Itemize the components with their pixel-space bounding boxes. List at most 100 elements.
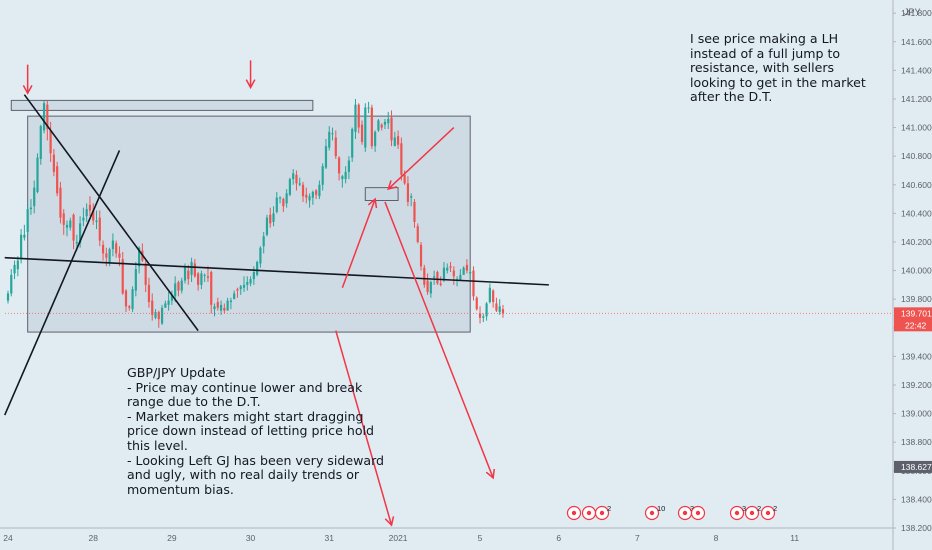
candle-up — [354, 104, 357, 132]
candles — [6, 98, 505, 328]
candle-down — [301, 184, 305, 197]
candle-down — [56, 166, 59, 194]
candle-down — [495, 303, 498, 311]
candle-down — [88, 204, 92, 211]
candle-down — [187, 270, 190, 280]
event-marker-dot — [765, 510, 771, 516]
event-count: 3 — [742, 504, 746, 513]
candle-down — [357, 104, 360, 128]
y-tick-label: 140.200 — [901, 237, 932, 247]
event-marker-dot — [571, 510, 577, 516]
candle-down — [62, 213, 65, 225]
candle-up — [321, 166, 324, 185]
candle-down — [46, 104, 49, 129]
candle-down — [72, 214, 75, 241]
countdown-label: 22:42 — [905, 320, 927, 330]
candle-up — [170, 294, 173, 301]
candle-up — [462, 267, 465, 275]
x-tick-label: 24 — [3, 533, 13, 543]
candle-down — [334, 137, 337, 157]
price-label: 138.627 — [901, 462, 932, 472]
candle-up — [311, 191, 314, 198]
candle-down — [501, 309, 505, 314]
candle-down — [403, 174, 406, 184]
x-tick-label: 28 — [88, 533, 98, 543]
candle-down — [157, 312, 160, 320]
candle-up — [249, 279, 252, 284]
x-tick-label: 5 — [478, 533, 483, 543]
event-markers: 2 10 3 3 2 2 — [566, 504, 777, 521]
event-marker-dot — [599, 510, 605, 516]
candle-up — [429, 282, 432, 294]
candle-up — [259, 247, 262, 264]
candle-up — [164, 303, 167, 308]
candle-up — [351, 128, 354, 158]
candle-down — [436, 272, 439, 284]
candle-up — [347, 160, 351, 172]
candle-up — [459, 274, 462, 281]
trend-line — [23, 94, 199, 332]
arrow-shaft — [384, 201, 494, 479]
candle-up — [6, 293, 10, 301]
candle-up — [482, 316, 485, 318]
candle-up — [65, 224, 69, 228]
x-tick-label: 6 — [556, 533, 561, 543]
candle-up — [69, 220, 72, 228]
candle-up — [10, 274, 13, 294]
candle-up — [190, 261, 193, 275]
arrow-head — [22, 84, 33, 95]
candle-down — [236, 289, 239, 291]
candle-up — [383, 121, 387, 125]
candle-up — [387, 118, 390, 124]
candle-down — [269, 214, 272, 224]
y-tick-label: 138.200 — [901, 523, 932, 533]
candle-down — [223, 307, 226, 311]
candle-up — [36, 157, 39, 192]
event-marker-dot — [649, 510, 655, 516]
candle-down — [151, 300, 154, 315]
arrow-head — [387, 180, 398, 191]
candle-down — [115, 243, 118, 254]
candle-down — [478, 313, 482, 318]
candle-down — [406, 183, 410, 202]
time-axis[interactable]: 24 28 29 30 31 2021 5 6 7 8 11 — [0, 527, 893, 543]
candle-down — [147, 284, 151, 303]
candle-up — [213, 306, 216, 310]
candle-down — [105, 253, 108, 258]
candle-up — [180, 280, 183, 291]
candle-up — [200, 273, 203, 285]
lower-high-box — [364, 187, 399, 201]
candle-down — [390, 117, 393, 141]
event-marker-dot — [682, 510, 688, 516]
candle-down — [439, 283, 442, 285]
candle-up — [33, 187, 36, 207]
candle-down — [118, 253, 121, 258]
candle-up — [367, 107, 370, 109]
candle-up — [488, 287, 491, 303]
candle-down — [419, 244, 423, 267]
candle-up — [75, 241, 78, 244]
candle-down — [380, 124, 383, 128]
candle-up — [183, 266, 187, 281]
event-count: 2 — [607, 504, 611, 513]
candle-up — [364, 107, 367, 148]
candle-up — [29, 207, 33, 210]
event-marker-dot — [734, 510, 740, 516]
x-tick-label: 8 — [714, 533, 719, 543]
candle-up — [131, 289, 134, 310]
candle-up — [318, 184, 321, 197]
candle-up — [246, 282, 249, 285]
candle-up — [341, 176, 344, 180]
candle-up — [278, 197, 282, 199]
candle-up — [167, 300, 170, 305]
candle-down — [216, 302, 219, 308]
candle-up — [39, 126, 42, 160]
price-label-bg — [894, 307, 932, 332]
candle-up — [331, 133, 334, 135]
candle-up — [446, 267, 449, 271]
candle-up — [377, 120, 380, 131]
y-tick-label: 138.400 — [901, 494, 932, 504]
